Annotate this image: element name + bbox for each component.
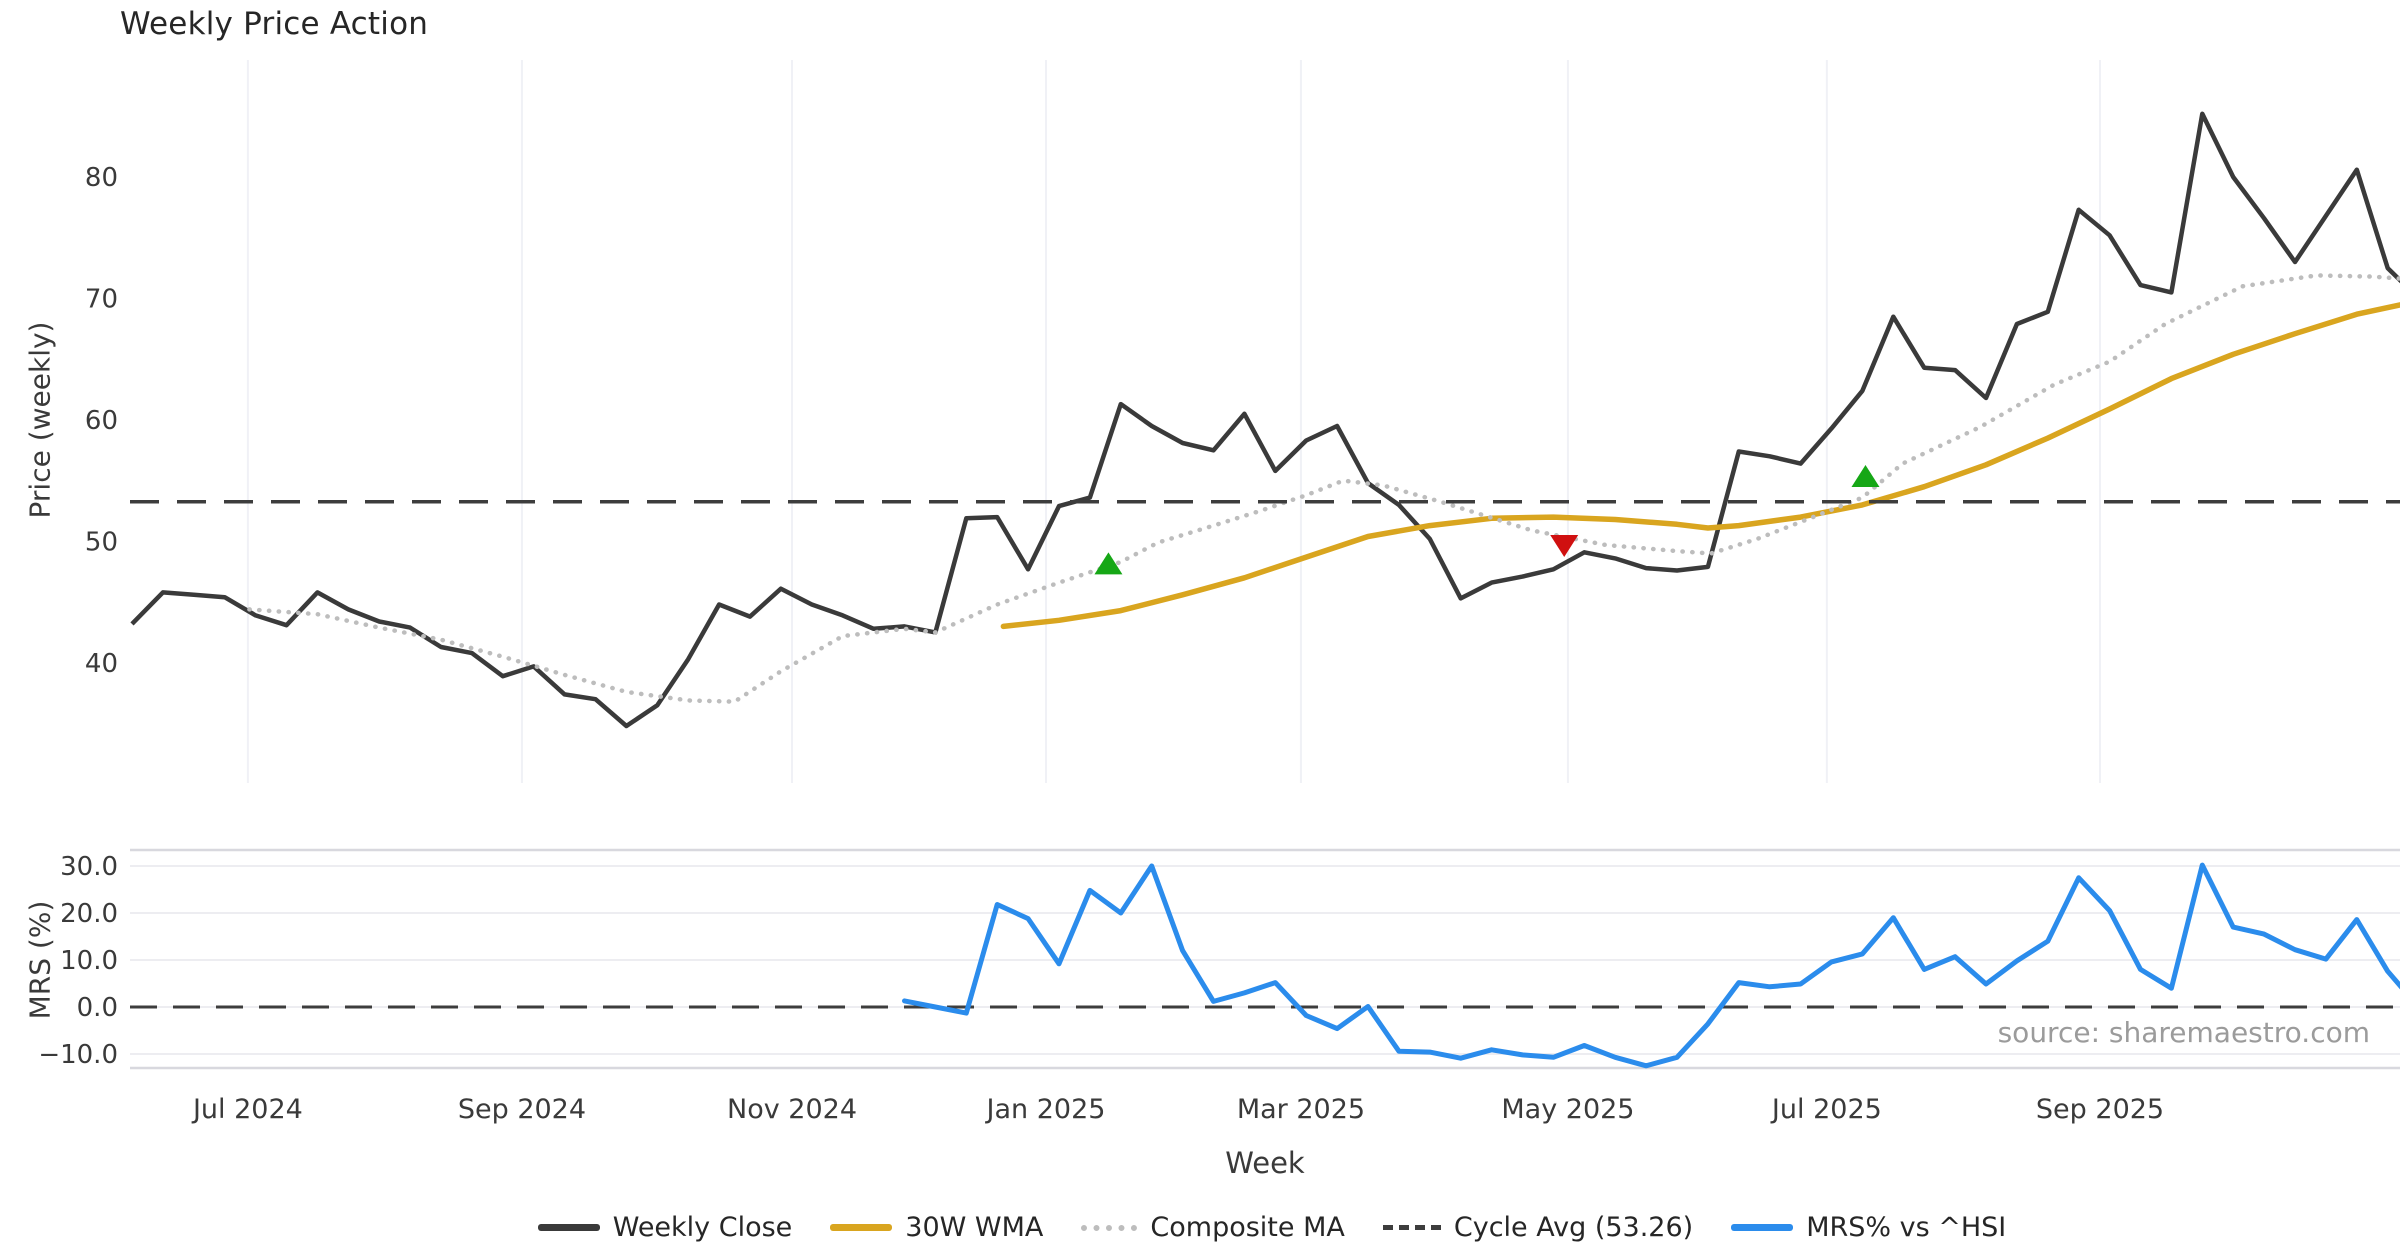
mrs-tick-label: 30.0: [60, 852, 118, 882]
page-title: Weekly Price Action: [120, 6, 429, 42]
legend-item-30w-wma: 30W WMA: [830, 1212, 1043, 1243]
mrs-tick-label: −10.0: [38, 1040, 118, 1070]
legend-label: Weekly Close: [612, 1212, 793, 1243]
x-tick-label: May 2025: [1501, 1094, 1634, 1125]
mrs-line: [902, 862, 2400, 1069]
legend-label: 30W WMA: [905, 1212, 1044, 1243]
x-tick-label: Jan 2025: [985, 1094, 1106, 1125]
price-tick-label: 40: [85, 649, 118, 679]
price-axis-label: Price (weekly): [23, 321, 57, 519]
mrs-tick-label: 20.0: [60, 899, 118, 929]
legend-swatch: [537, 1224, 600, 1231]
chart-legend: Weekly Close 30W WMA Composite MA Cycle Avg…: [0, 1212, 2400, 1243]
x-tick-label: Jul 2024: [191, 1094, 303, 1125]
source-watermark: source: sharemaestro.com: [1997, 1016, 2370, 1049]
x-tick-label: Sep 2025: [2036, 1094, 2164, 1125]
mrs-axis-label: MRS (%): [23, 900, 57, 1020]
sell-signal-marker: [1550, 534, 1579, 557]
price-tick-label: 70: [85, 284, 118, 314]
x-tick-label: Nov 2024: [727, 1094, 857, 1125]
buy-signal-marker: [1851, 464, 1880, 487]
buy-signal-marker: [1094, 552, 1123, 575]
price-tick-label: 80: [85, 163, 118, 193]
mrs-tick-label: 0.0: [77, 993, 118, 1023]
legend-item-mrs-vs-hsi: MRS% vs ^HSI: [1731, 1212, 2006, 1243]
x-axis-label: Week: [1225, 1146, 1305, 1180]
composite-ma-line: [247, 273, 2400, 704]
legend-swatch: [830, 1224, 893, 1231]
legend-label: MRS% vs ^HSI: [1806, 1212, 2007, 1243]
x-tick-label: Jul 2025: [1770, 1094, 1882, 1125]
price-tick-label: 60: [85, 406, 118, 436]
legend-swatch: [1081, 1224, 1138, 1231]
legend-swatch: [1382, 1225, 1441, 1230]
x-tick-label: Mar 2025: [1237, 1094, 1365, 1125]
mrs-tick-label: 10.0: [60, 946, 118, 976]
weekly-close-line: [130, 111, 2400, 729]
legend-item-weekly-close: Weekly Close: [537, 1212, 793, 1243]
legend-item-cycle-avg-53-26: Cycle Avg (53.26): [1382, 1212, 1694, 1243]
legend-swatch: [1731, 1224, 1794, 1231]
price-tick-label: 50: [85, 527, 118, 557]
legend-label: Cycle Avg (53.26): [1453, 1212, 1694, 1243]
legend-item-composite-ma: Composite MA: [1081, 1212, 1345, 1243]
wma-line: [1000, 302, 2400, 630]
x-tick-label: Sep 2024: [458, 1094, 586, 1125]
legend-label: Composite MA: [1150, 1212, 1345, 1243]
